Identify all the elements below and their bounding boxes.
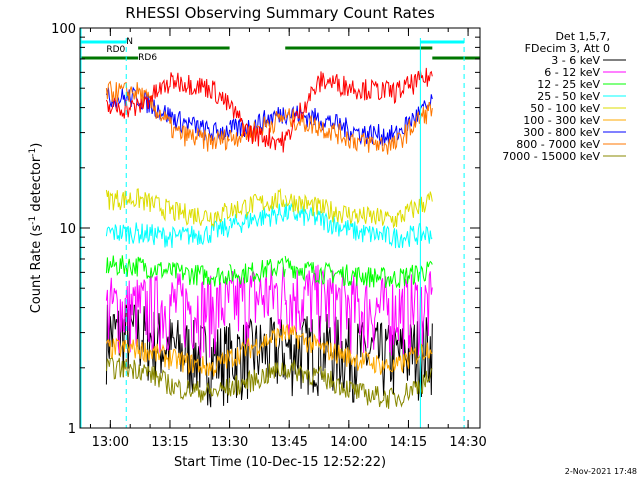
legend-label: 3 - 6 keV — [551, 54, 600, 67]
series-100-300-kev — [105, 323, 433, 377]
x-tick-label: 14:30 — [449, 435, 486, 450]
series-line — [105, 255, 231, 287]
footer-date: 2-Nov-2021 17:48 — [565, 467, 637, 476]
series-line — [229, 111, 286, 147]
series-line — [229, 317, 286, 401]
series-50-100-kev — [105, 187, 433, 229]
x-tick-label: 13:00 — [92, 435, 129, 450]
ticks-layer: 13:00 13:15 13:30 13:45 14:00 14:15 14:30 1 10 10… — [51, 22, 487, 450]
series-line — [105, 337, 231, 377]
series-7000-15000-kev — [105, 357, 433, 409]
series-line — [105, 72, 231, 119]
legend-label: 100 - 300 keV — [523, 114, 600, 127]
series-line — [284, 264, 433, 357]
series-line — [284, 202, 433, 249]
flag-label-rd6: RD6 — [138, 53, 157, 63]
legend-label: 7000 - 15000 keV — [502, 150, 600, 163]
series-line — [284, 255, 433, 289]
series-line — [105, 304, 231, 408]
y-tick-label: 100 — [51, 22, 76, 37]
series-line — [229, 187, 286, 219]
legend-label: 12 - 25 keV — [537, 78, 600, 91]
y-tick-label: 1 — [68, 422, 76, 437]
series-line — [105, 217, 231, 249]
series-25-50-kev — [105, 202, 433, 249]
series-line — [229, 257, 286, 285]
series-line — [284, 359, 433, 409]
series-6-12-kev — [105, 264, 433, 359]
x-tick-label: 13:30 — [211, 435, 248, 450]
series-red-overlay — [105, 67, 433, 153]
series-line — [229, 99, 286, 153]
series-line — [284, 323, 433, 375]
chart-title: RHESSI Observing Summary Count Rates — [125, 4, 435, 22]
legend-label: 25 - 50 keV — [537, 90, 600, 103]
series-line — [105, 357, 231, 403]
x-tick-label: 14:15 — [390, 435, 427, 450]
flag-label-rd0: RD0 — [106, 45, 125, 55]
series-3-6-kev — [105, 304, 433, 408]
flag-label-n: N — [126, 37, 133, 47]
x-axis-label: Start Time (10-Dec-15 12:52:22) — [174, 455, 386, 470]
legend-label: 300 - 800 keV — [523, 126, 600, 139]
legend-label: 800 - 7000 keV — [516, 138, 600, 151]
series-line — [229, 203, 286, 233]
legend-header-1: Det 1,5,7, — [555, 30, 610, 43]
legend-label: 6 - 12 keV — [544, 66, 600, 79]
series-line — [284, 191, 433, 229]
series-line — [105, 188, 230, 228]
series-line — [229, 324, 286, 368]
series-line — [105, 273, 231, 359]
series-line — [229, 362, 286, 397]
x-tick-label: 13:15 — [151, 435, 188, 450]
x-tick-label: 14:00 — [330, 435, 367, 450]
series-line — [105, 80, 231, 152]
series-800-7000-kev — [105, 80, 433, 155]
x-tick-label: 13:45 — [270, 435, 307, 450]
series-line — [229, 264, 286, 347]
series-line — [284, 67, 433, 141]
legend-label: 50 - 100 keV — [530, 102, 600, 115]
series-line — [284, 101, 433, 155]
y-axis-label: Count Rate (s-1 detector-1) — [28, 143, 44, 314]
y-tick-label: 10 — [59, 222, 76, 237]
series-12-25-kev — [105, 255, 433, 289]
series-layer — [105, 67, 433, 409]
legend-header-2: FDecim 3, Att 0 — [525, 42, 610, 55]
series-line — [284, 313, 433, 403]
